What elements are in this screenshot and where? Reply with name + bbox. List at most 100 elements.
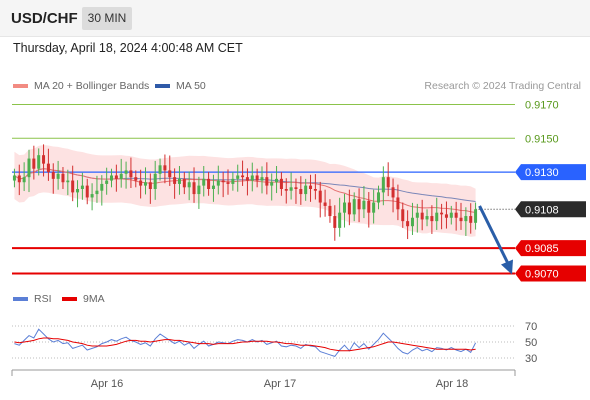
candle bbox=[454, 201, 458, 231]
candle-body bbox=[430, 216, 434, 222]
candle-body bbox=[299, 189, 303, 195]
candle bbox=[66, 169, 70, 196]
candle bbox=[362, 185, 366, 219]
last-level-tag: 0.9108 bbox=[515, 201, 586, 218]
legend-9ma[interactable]: 9MA bbox=[62, 293, 105, 305]
candle-body bbox=[275, 178, 279, 183]
x-axis: Apr 16 Apr 17 Apr 18 bbox=[11, 369, 516, 390]
candle-body bbox=[66, 180, 70, 183]
candle bbox=[376, 185, 380, 210]
candle-body bbox=[173, 177, 177, 184]
candle bbox=[343, 193, 347, 228]
candle bbox=[12, 168, 16, 188]
candle bbox=[148, 173, 152, 204]
candle bbox=[100, 175, 104, 206]
candle-body bbox=[76, 189, 80, 193]
candle-body bbox=[464, 216, 468, 222]
symbol-title: USD/CHF bbox=[11, 10, 78, 27]
candle bbox=[124, 161, 128, 189]
candle bbox=[357, 188, 361, 223]
candle-body bbox=[367, 200, 371, 213]
candle bbox=[313, 174, 317, 200]
candle-body bbox=[474, 209, 478, 223]
candle bbox=[76, 180, 80, 208]
candle-body bbox=[328, 205, 332, 217]
candle bbox=[134, 170, 138, 188]
candle bbox=[260, 166, 264, 194]
candle-body bbox=[386, 177, 390, 188]
candle-body bbox=[410, 217, 414, 227]
candle bbox=[415, 203, 419, 233]
legend-label-ma50: MA 50 bbox=[176, 80, 206, 92]
candle bbox=[294, 178, 298, 204]
candle-body bbox=[469, 216, 473, 223]
candle bbox=[216, 165, 220, 195]
candle bbox=[71, 165, 75, 202]
legend-ma50[interactable]: MA 50 bbox=[155, 80, 206, 92]
candle bbox=[17, 164, 21, 196]
copyright-text: Research © 2024 Trading Central bbox=[424, 80, 581, 92]
x-tick-label: Apr 17 bbox=[264, 378, 296, 390]
candle bbox=[318, 181, 322, 218]
level-tag-label: 0.9070 bbox=[525, 269, 559, 281]
candle bbox=[328, 199, 332, 223]
candle bbox=[333, 205, 337, 241]
candle bbox=[27, 149, 31, 193]
legend-swatch-ma50 bbox=[155, 84, 170, 88]
candle-body bbox=[289, 187, 293, 191]
candle bbox=[202, 166, 206, 197]
candle-body bbox=[265, 177, 269, 186]
candle bbox=[338, 197, 342, 237]
candle-body bbox=[250, 175, 254, 181]
level-tag-label: 0.9130 bbox=[525, 167, 559, 179]
candle-body bbox=[37, 155, 41, 169]
timeframe-button[interactable]: 30 MIN bbox=[82, 7, 132, 30]
candle-body bbox=[110, 175, 114, 181]
resistance-level-tag: 0.9150 bbox=[525, 133, 559, 145]
candle bbox=[114, 164, 118, 192]
candle-body bbox=[231, 178, 235, 184]
candle-body bbox=[51, 172, 55, 179]
candle-body bbox=[440, 212, 444, 215]
bollinger-band-area bbox=[14, 145, 476, 237]
candle bbox=[396, 184, 400, 221]
candle-body bbox=[338, 212, 342, 228]
candle bbox=[386, 162, 390, 197]
candle-body bbox=[148, 182, 152, 189]
candle-body bbox=[90, 194, 94, 198]
candle-body bbox=[177, 178, 181, 184]
candle-body bbox=[313, 189, 317, 191]
legend-rsi[interactable]: RSI bbox=[13, 293, 52, 305]
candle-body bbox=[449, 212, 453, 218]
rsi-9ma-line bbox=[14, 337, 476, 352]
candle bbox=[391, 178, 395, 213]
candle bbox=[464, 207, 468, 237]
candle-body bbox=[347, 202, 351, 215]
candle bbox=[182, 172, 186, 195]
candle bbox=[289, 172, 293, 200]
candle bbox=[410, 202, 414, 235]
candle-body bbox=[114, 175, 118, 179]
candlesticks bbox=[12, 144, 478, 241]
candle-body bbox=[255, 175, 259, 181]
level-tag-label: 0.9170 bbox=[525, 99, 559, 111]
legend-ma20-bollinger[interactable]: MA 20 + Bollinger Bands bbox=[13, 80, 149, 92]
candle-body bbox=[444, 214, 448, 218]
candle bbox=[139, 169, 143, 199]
candle-body bbox=[376, 192, 380, 203]
candle bbox=[284, 178, 288, 204]
candle bbox=[129, 157, 133, 188]
candle bbox=[245, 168, 249, 196]
candle bbox=[192, 167, 196, 203]
level-tags: 0.9170 0.9150 0.9130 0.9108 0.9085 0.9070 bbox=[515, 99, 586, 282]
candle bbox=[119, 158, 123, 188]
candle bbox=[110, 168, 114, 188]
legend-swatch-9ma bbox=[62, 297, 77, 301]
support-level-tag: 0.9070 bbox=[515, 265, 586, 282]
candle bbox=[56, 160, 60, 190]
candle bbox=[163, 154, 167, 184]
candle bbox=[32, 145, 36, 180]
candle bbox=[22, 162, 26, 192]
candle-body bbox=[46, 163, 50, 173]
